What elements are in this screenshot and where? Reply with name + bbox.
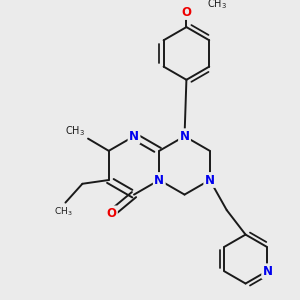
Text: N: N: [129, 130, 139, 143]
Text: N: N: [263, 265, 273, 278]
Text: CH$_3$: CH$_3$: [207, 0, 227, 11]
Text: O: O: [106, 207, 116, 220]
Text: N: N: [154, 173, 164, 187]
Text: N: N: [179, 130, 190, 143]
Text: O: O: [182, 5, 191, 19]
Text: CH$_3$: CH$_3$: [54, 206, 73, 218]
Text: N: N: [205, 173, 215, 187]
Text: CH$_3$: CH$_3$: [65, 124, 85, 138]
